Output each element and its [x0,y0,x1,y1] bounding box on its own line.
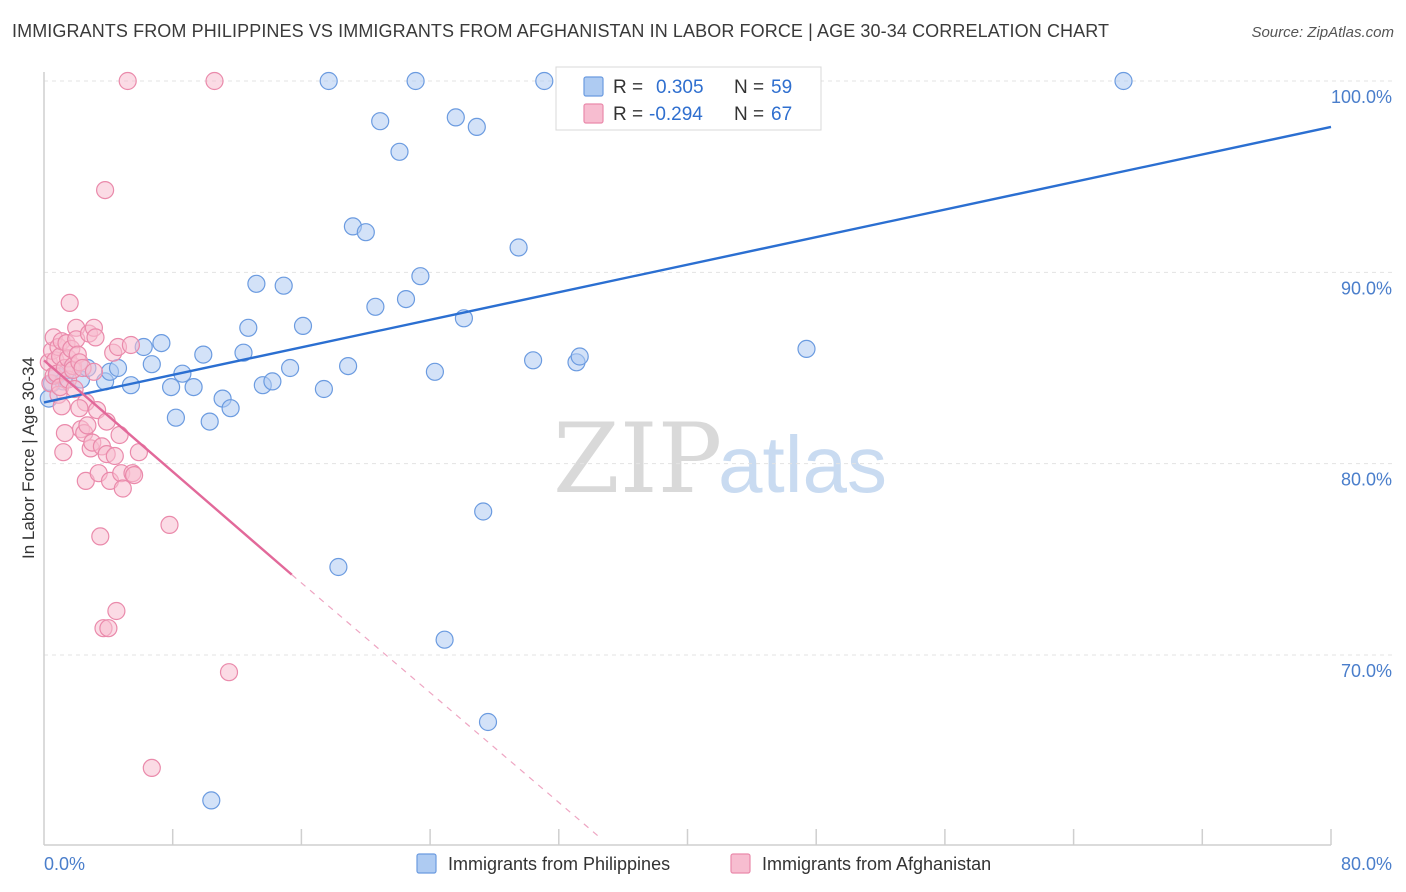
data-point-philippines [411,267,430,286]
legend-n-value-1: 59 [771,77,792,98]
data-point-afghanistan [70,399,89,418]
data-point-philippines [446,108,465,127]
data-point-afghanistan [55,424,75,443]
data-point-philippines [396,290,416,309]
y-tick-label-100: 100.0% [1331,87,1392,107]
watermark-atlas: atlas [718,420,887,509]
watermark-zip: ZIP [553,403,722,515]
data-point-afghanistan [219,663,239,682]
data-point-philippines [390,142,409,161]
data-point-philippines [339,357,358,376]
legend-swatch-philippines [583,76,604,97]
trend-line-philippines [43,125,1332,404]
data-point-afghanistan [95,181,115,200]
data-point-philippines [319,71,338,91]
data-point-afghanistan [142,758,161,778]
data-point-philippines [356,223,375,242]
data-point-philippines [247,274,266,293]
data-point-philippines [425,362,444,381]
chart-source: Source: ZipAtlas.com [1251,24,1394,41]
data-point-philippines [797,339,816,358]
data-point-philippines [108,358,128,378]
data-point-philippines [1114,71,1133,91]
data-point-philippines [535,71,554,91]
data-point-philippines [234,343,253,362]
data-point-afghanistan [118,71,137,91]
data-point-philippines [142,355,161,374]
data-point-afghanistan [99,619,118,638]
legend-n-label-2: N = [734,104,764,125]
data-point-afghanistan [105,446,124,466]
legend-r-value-2: -0.294 [649,104,703,125]
data-point-philippines [474,502,493,521]
legend-r-label-2: R = [613,104,643,125]
data-point-afghanistan [84,362,104,381]
watermark: ZIP atlas [553,403,887,515]
data-point-philippines [200,412,219,431]
data-point-philippines [274,276,293,295]
data-point-afghanistan [160,515,179,535]
data-point-philippines [523,351,543,370]
data-point-philippines [467,117,486,137]
trend-line-afghanistan-extension [291,574,600,838]
data-point-philippines [371,112,390,131]
data-point-afghanistan [86,328,105,347]
data-point-afghanistan [60,293,79,312]
data-point-philippines [281,358,300,378]
trend-lines [43,125,1332,838]
legend-n-value-2: 67 [771,104,792,125]
data-point-philippines [478,712,498,732]
data-point-afghanistan [205,71,224,91]
data-point-philippines [329,557,348,577]
stats-legend: R = 0.305 N = 59 R = -0.294 N = 67 [555,66,822,131]
data-point-afghanistan [121,335,140,355]
data-point-afghanistan [110,425,129,445]
gridlines [44,80,1392,656]
data-point-afghanistan [91,527,110,546]
data-point-philippines [406,71,425,91]
data-point-philippines [366,297,385,316]
legend-swatch-afghanistan [583,103,604,124]
y-tick-label-70: 70.0% [1341,661,1392,681]
data-point-philippines [184,378,203,397]
data-point-philippines [152,334,171,353]
data-point-afghanistan [125,466,144,485]
data-point-philippines [314,379,333,399]
y-tick-label-80: 80.0% [1341,470,1392,490]
data-point-afghanistan [78,416,97,435]
legend-label-afghanistan: Immigrants from Afghanistan [762,854,991,874]
chart-title: IMMIGRANTS FROM PHILIPPINES VS IMMIGRANT… [12,21,1110,41]
data-point-philippines [221,399,240,418]
series-legend: Immigrants from Philippines Immigrants f… [416,853,991,874]
legend-r-label-1: R = [613,77,643,98]
x-tick-label-min: 0.0% [44,854,85,874]
y-axis-label: In Labor Force | Age 30-34 [19,357,38,559]
data-point-philippines [239,318,258,337]
x-tick-label-max: 80.0% [1341,854,1392,874]
data-point-afghanistan [113,479,132,498]
y-tick-label-90: 90.0% [1341,278,1392,298]
data-point-philippines [194,345,213,364]
data-point-philippines [202,791,221,810]
trend-line-afghanistan [43,359,293,576]
data-point-philippines [166,408,185,427]
data-point-philippines [162,378,181,397]
legend-n-label-1: N = [734,77,764,98]
data-point-afghanistan [65,379,84,399]
legend-swatch-philippines-bottom [416,853,437,874]
x-tick-marks [171,829,1332,845]
data-point-philippines [509,238,528,257]
data-point-philippines [435,630,454,649]
data-point-afghanistan [107,601,126,621]
legend-label-philippines: Immigrants from Philippines [448,854,670,874]
data-point-philippines [263,372,282,391]
data-point-philippines [570,347,589,366]
y-tick-labels: 70.0% 80.0% 90.0% 100.0% [1331,87,1392,681]
data-point-philippines [293,316,313,335]
legend-r-value-1: 0.305 [656,77,704,98]
data-point-afghanistan [54,443,73,462]
legend-swatch-afghanistan-bottom [730,853,751,874]
